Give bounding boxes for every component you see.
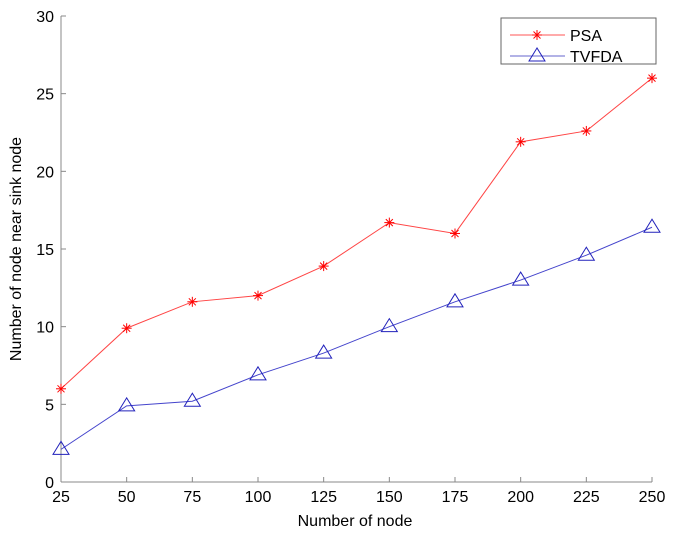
y-tick-label: 10 <box>36 320 54 337</box>
asterisk-marker-icon <box>647 73 657 84</box>
asterisk-marker-icon <box>318 261 329 272</box>
triangle-marker-icon <box>577 246 596 261</box>
y-tick-label: 25 <box>36 87 54 104</box>
x-tick-label: 125 <box>310 489 337 506</box>
series-psa <box>56 73 657 394</box>
x-tick-label: 225 <box>573 489 600 506</box>
asterisk-marker-icon <box>253 290 263 301</box>
x-tick-label: 75 <box>183 489 201 506</box>
triangle-marker-icon <box>314 344 333 359</box>
legend-item-tvfda: TVFDA <box>510 47 623 66</box>
series-line <box>60 226 653 450</box>
triangle-marker-icon <box>183 392 202 407</box>
x-tick-label: 175 <box>442 489 469 506</box>
y-tick-label: 20 <box>36 164 54 181</box>
asterisk-marker-icon <box>56 383 66 394</box>
triangle-marker-icon <box>380 317 399 333</box>
legend-label-psa: PSA <box>570 28 602 45</box>
legend-item-psa: PSA <box>510 28 602 45</box>
x-tick-label: 250 <box>639 489 666 506</box>
y-tick-label: 5 <box>45 397 54 414</box>
legend-label-tvfda: TVFDA <box>570 49 623 66</box>
y-axis-title: Number of node near sink node <box>8 137 25 361</box>
legend: PSA TVFDA <box>500 17 657 66</box>
asterisk-marker-icon <box>187 296 198 307</box>
y-tick-label: 15 <box>36 242 54 259</box>
series-line <box>60 77 653 390</box>
series-layer <box>52 73 661 455</box>
x-tick-label: 50 <box>118 489 136 506</box>
axes: 25 50 75 100 125 150 175 200 225 250 0 5 10 15 20 25 30 <box>36 9 665 506</box>
x-tick-label: 100 <box>245 489 272 506</box>
asterisk-icon <box>532 30 542 40</box>
asterisk-marker-icon <box>450 228 460 239</box>
triangle-marker-icon <box>446 292 464 308</box>
y-tick-label: 0 <box>45 475 54 492</box>
asterisk-marker-icon <box>384 217 395 228</box>
asterisk-marker-icon <box>121 323 132 334</box>
asterisk-marker-icon <box>581 125 592 136</box>
y-tick-label: 30 <box>36 9 54 26</box>
triangle-marker-icon <box>511 271 530 286</box>
x-tick-label: 25 <box>52 489 70 506</box>
x-tick-label: 200 <box>507 489 534 506</box>
series-tvfda <box>52 218 661 455</box>
triangle-marker-icon <box>249 365 267 381</box>
x-tick-label: 150 <box>376 489 403 506</box>
x-axis-title: Number of node <box>298 513 413 530</box>
triangle-icon <box>528 47 546 62</box>
triangle-marker-icon <box>52 440 70 455</box>
triangle-marker-icon <box>643 218 661 233</box>
triangle-marker-icon <box>117 396 136 412</box>
asterisk-marker-icon <box>515 136 526 147</box>
